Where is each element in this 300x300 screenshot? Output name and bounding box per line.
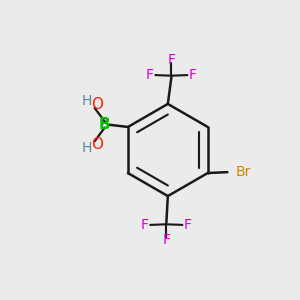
Text: F: F <box>184 218 192 232</box>
Text: Br: Br <box>236 165 251 179</box>
Text: B: B <box>99 117 111 132</box>
Text: O: O <box>91 97 103 112</box>
Text: F: F <box>141 218 149 232</box>
Text: F: F <box>146 68 154 82</box>
Text: F: F <box>162 233 170 247</box>
Text: F: F <box>189 68 197 82</box>
Text: H: H <box>82 94 92 108</box>
Text: O: O <box>91 137 103 152</box>
Text: F: F <box>167 53 175 67</box>
Text: H: H <box>82 141 92 155</box>
